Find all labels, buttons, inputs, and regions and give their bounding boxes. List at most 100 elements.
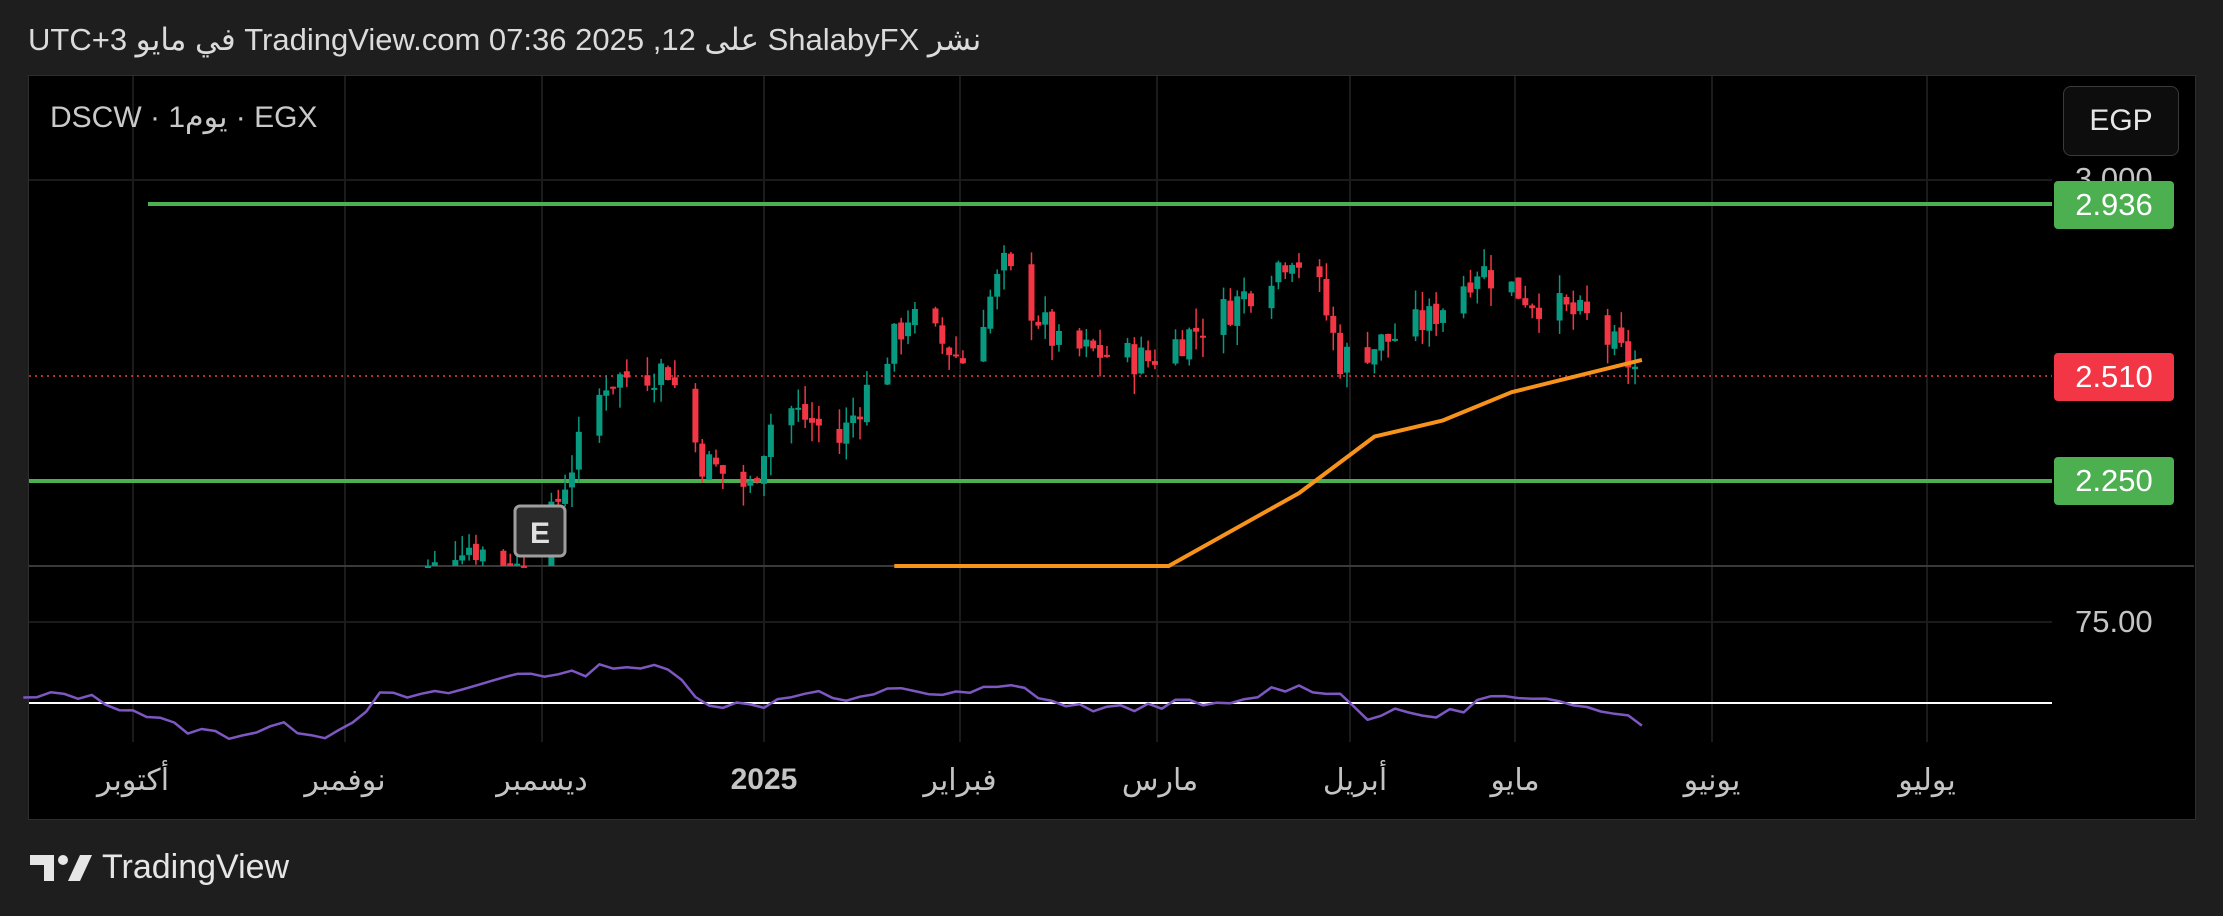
moving-average-line — [894, 357, 1643, 568]
candle-body-48 — [857, 416, 864, 420]
candle-body-72 — [1090, 340, 1097, 349]
candle-body-29 — [671, 377, 678, 386]
candle-body-66 — [1035, 321, 1042, 326]
time-axis-label: يوليو — [1898, 764, 1956, 797]
candle-body-93 — [1289, 264, 1296, 274]
candle-body-5 — [452, 560, 459, 566]
candle-body-96 — [1323, 279, 1330, 316]
candle-body-57 — [946, 347, 953, 355]
candle-body-53 — [905, 322, 912, 337]
candle-body-124 — [1584, 301, 1591, 314]
candle-body-10 — [500, 550, 507, 566]
candle-body-58 — [953, 354, 960, 357]
candle-body-3 — [424, 566, 431, 568]
candle-body-68 — [1049, 311, 1056, 346]
tradingview-logo-icon — [30, 854, 92, 881]
rsi-scale-tick: 75.00 — [2075, 604, 2153, 639]
candle-body-90 — [1268, 285, 1275, 309]
candle-body-85 — [1220, 299, 1227, 335]
candle-body-80 — [1172, 339, 1179, 364]
candle-body-31 — [699, 443, 706, 477]
chart-area[interactable] — [28, 75, 2196, 820]
candle-body-73 — [1097, 344, 1104, 358]
candle-body-64 — [1007, 253, 1014, 267]
candle-body-95 — [1316, 266, 1323, 278]
candle-body-75 — [1124, 342, 1131, 358]
candle-body-50 — [884, 363, 891, 385]
candle-body-128 — [1625, 341, 1632, 368]
candle-body-8 — [472, 543, 479, 561]
candle-body-24 — [623, 371, 630, 378]
candle-body-46 — [843, 422, 850, 444]
candle-body-17 — [562, 489, 569, 504]
time-axis-label: 2025 — [730, 763, 798, 796]
candle-body-77 — [1138, 347, 1145, 374]
candle-body-129 — [1632, 366, 1639, 370]
candle-body-117 — [1522, 298, 1529, 306]
candle-body-54 — [911, 308, 918, 326]
candle-body-67 — [1042, 312, 1049, 325]
candle-body-16 — [555, 498, 562, 502]
price-tag-support: 2.250 — [2054, 457, 2174, 505]
candle-body-65 — [1028, 264, 1035, 321]
candle-body-127 — [1618, 327, 1625, 343]
candle-body-34 — [719, 465, 726, 474]
candle-body-25 — [644, 375, 651, 386]
candle-body-108 — [1433, 303, 1440, 324]
currency-button[interactable]: EGP — [2063, 86, 2179, 156]
candle-body-62 — [994, 274, 1001, 297]
time-axis-label: أبريل — [1322, 764, 1388, 797]
candle-body-40 — [788, 408, 795, 426]
candle-body-81 — [1179, 339, 1186, 357]
candle-body-23 — [616, 374, 623, 388]
candle-body-22 — [610, 386, 617, 389]
candle-body-18 — [568, 472, 575, 488]
candle-body-118 — [1529, 305, 1536, 309]
candle-body-110 — [1460, 286, 1467, 314]
candle-body-82 — [1186, 329, 1193, 360]
candle-body-59 — [959, 358, 966, 364]
candle-body-83 — [1193, 327, 1200, 332]
candle-body-71 — [1083, 339, 1090, 347]
candle-body-105 — [1412, 309, 1419, 337]
candle-body-42 — [802, 404, 809, 420]
candle-body-26 — [651, 387, 658, 390]
candle-body-84 — [1199, 335, 1206, 338]
candle-body-76 — [1131, 344, 1138, 375]
time-axis-label: نوفمبر — [304, 764, 386, 797]
candle-body-61 — [987, 296, 994, 329]
candle-body-88 — [1241, 291, 1248, 300]
candle-body-94 — [1295, 262, 1302, 268]
candle-body-60 — [980, 326, 987, 362]
candle-body-78 — [1145, 350, 1152, 362]
footer-brand[interactable]: TradingView — [28, 848, 289, 887]
candle-body-33 — [712, 457, 719, 465]
candle-body-114 — [1488, 270, 1495, 289]
candle-body-116 — [1515, 277, 1522, 299]
candle-body-49 — [863, 384, 870, 423]
candle-body-122 — [1570, 302, 1577, 315]
time-axis-label: فبراير — [923, 764, 997, 797]
candle-body-6 — [459, 555, 466, 561]
candle-body-12 — [514, 563, 521, 566]
candle-body-32 — [706, 454, 713, 480]
candle-body-20 — [596, 394, 603, 436]
candle-body-13 — [520, 565, 527, 568]
rsi-line — [23, 663, 1643, 741]
candle-body-113 — [1481, 266, 1488, 278]
candle-body-41 — [795, 407, 802, 410]
time-axis-label: مايو — [1490, 764, 1540, 797]
publish-header: نشر ShalabyFX على TradingView.com 07:36 … — [28, 22, 982, 57]
candle-body-99 — [1343, 346, 1350, 373]
candle-body-123 — [1577, 299, 1584, 312]
candle-body-70 — [1076, 330, 1083, 349]
candle-body-56 — [939, 325, 946, 344]
time-axis-label: يونيو — [1683, 764, 1741, 797]
candle-body-120 — [1556, 293, 1563, 321]
time-axis-label: أكتوبر — [96, 764, 170, 797]
candle-body-36 — [747, 481, 754, 486]
candle-body-119 — [1536, 307, 1543, 319]
candle-body-28 — [664, 367, 671, 380]
candle-body-55 — [932, 308, 939, 324]
candle-body-11 — [507, 563, 514, 566]
